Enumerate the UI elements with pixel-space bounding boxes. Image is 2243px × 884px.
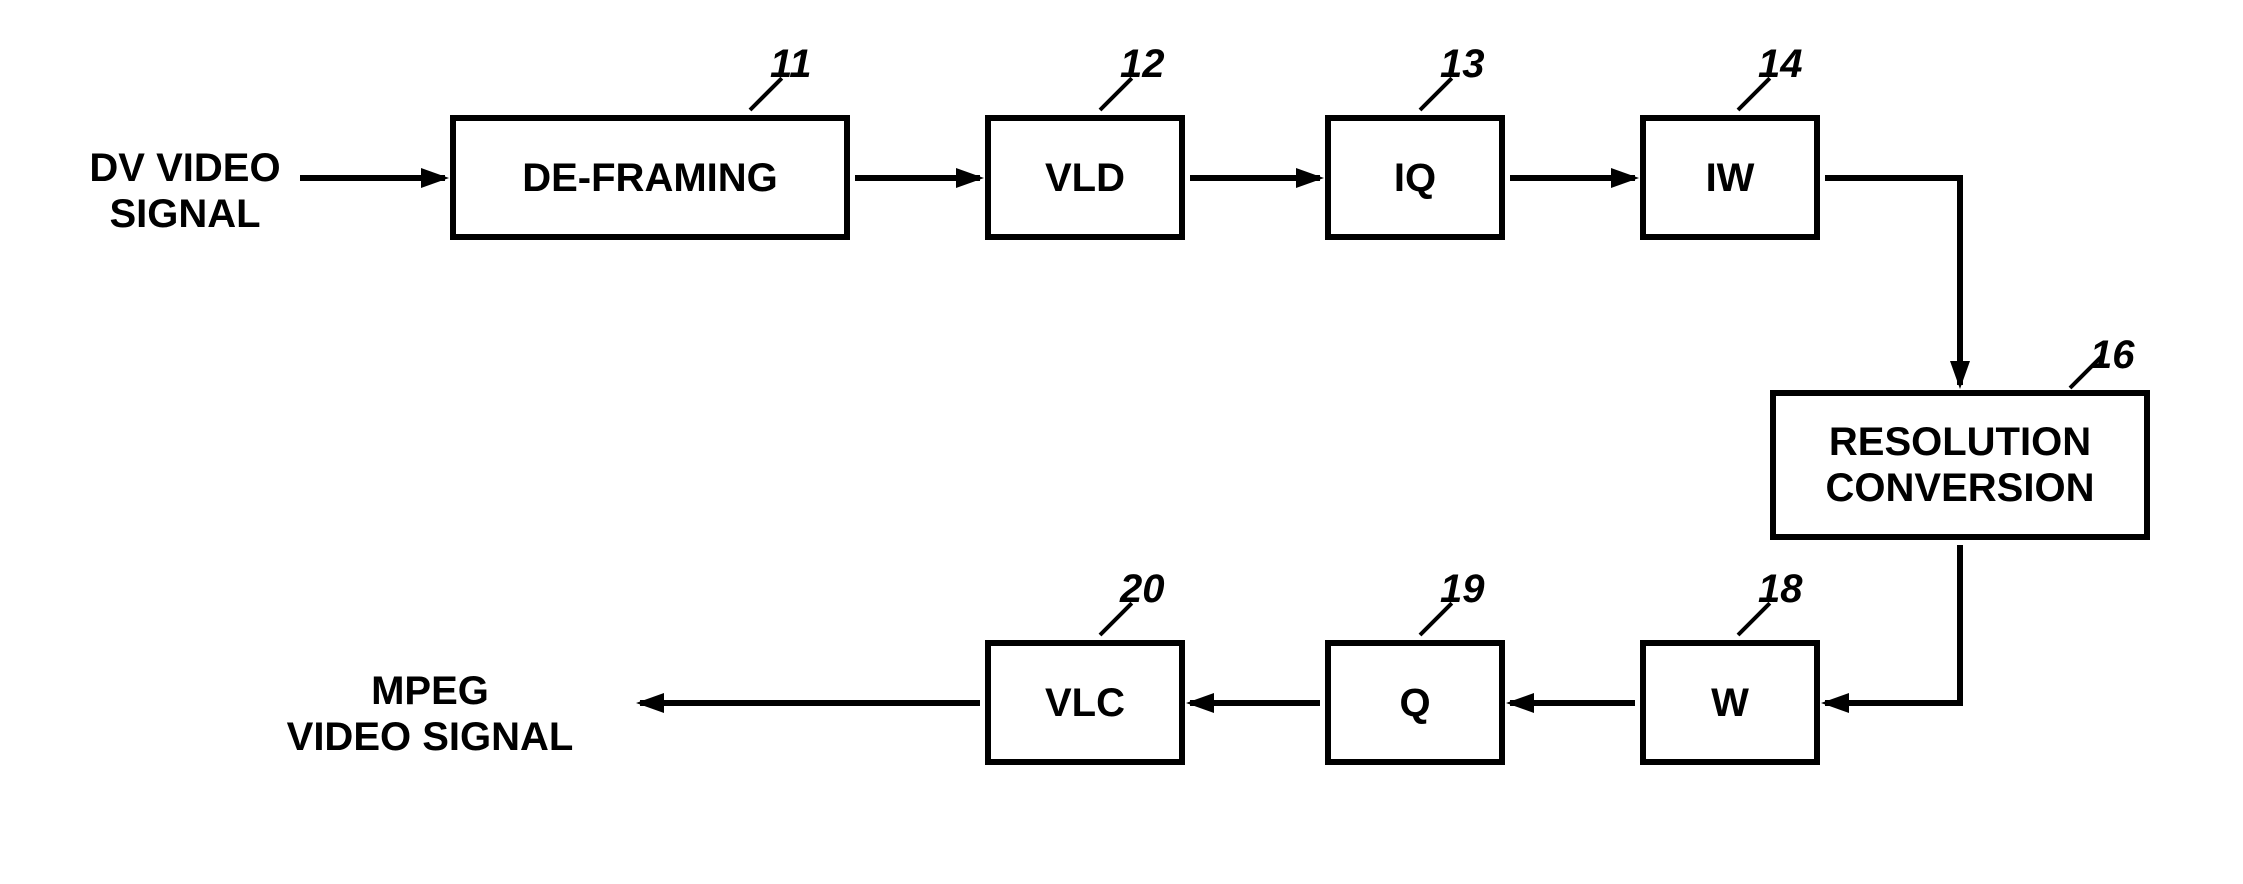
output-signal-label: MPEG VIDEO SIGNAL	[250, 668, 610, 760]
ref-resolution-conversion: 16	[2090, 333, 2135, 378]
block-iw: IW	[1640, 115, 1820, 240]
arrow-iw-to-resconv	[1825, 178, 1960, 385]
block-w: W	[1640, 640, 1820, 765]
block-vlc: VLC	[985, 640, 1185, 765]
tick-iq	[1419, 77, 1454, 112]
tick-q	[1419, 602, 1454, 637]
arrow-resconv-to-w	[1825, 545, 1960, 703]
tick-vld	[1099, 77, 1134, 112]
tick-w	[1737, 602, 1772, 637]
tick-vlc	[1099, 602, 1134, 637]
block-deframing: DE-FRAMING	[450, 115, 850, 240]
block-vld: VLD	[985, 115, 1185, 240]
diagram-canvas: DV VIDEO SIGNAL MPEG VIDEO SIGNAL DE-FRA…	[0, 0, 2243, 884]
block-resolution-conversion: RESOLUTION CONVERSION	[1770, 390, 2150, 540]
input-signal-label: DV VIDEO SIGNAL	[55, 145, 315, 237]
tick-iw	[1737, 77, 1772, 112]
block-iq: IQ	[1325, 115, 1505, 240]
block-q: Q	[1325, 640, 1505, 765]
tick-deframing	[749, 77, 784, 112]
